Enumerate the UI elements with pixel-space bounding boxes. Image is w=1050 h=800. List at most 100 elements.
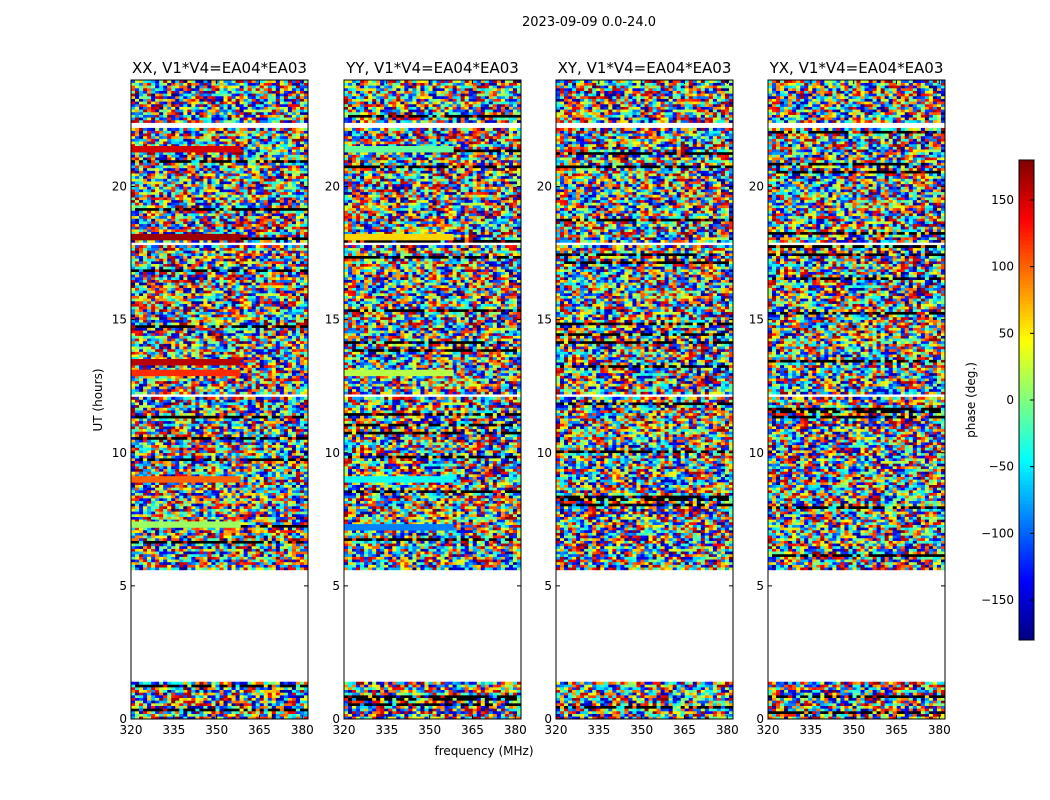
noise-cell bbox=[247, 556, 252, 560]
noise-cell bbox=[191, 545, 196, 549]
noise-cell bbox=[239, 484, 244, 488]
noise-cell bbox=[159, 343, 164, 347]
noise-cell bbox=[231, 452, 236, 456]
noise-cell bbox=[211, 711, 216, 714]
noise-cell bbox=[199, 415, 204, 419]
noise-cell bbox=[187, 324, 192, 328]
noise-cell bbox=[195, 681, 200, 685]
noise-cell bbox=[147, 447, 152, 451]
noise-cell bbox=[243, 372, 248, 376]
noise-cell bbox=[255, 388, 261, 392]
noise-cell bbox=[167, 695, 172, 698]
noise-cell bbox=[215, 388, 220, 392]
noise-cell bbox=[231, 553, 236, 557]
noise-cell bbox=[283, 399, 289, 403]
noise-cell bbox=[259, 386, 265, 390]
noise-cell bbox=[295, 474, 301, 478]
noise-cell bbox=[299, 689, 305, 693]
noise-cell bbox=[187, 452, 192, 456]
noise-cell bbox=[199, 330, 204, 334]
noise-cell bbox=[183, 404, 188, 408]
noise-cell bbox=[287, 423, 293, 427]
noise-cell bbox=[223, 322, 228, 326]
noise-cell bbox=[267, 508, 273, 512]
noise-cell bbox=[143, 348, 148, 352]
noise-cell bbox=[195, 383, 200, 387]
noise-cell bbox=[187, 327, 192, 331]
noise-cell bbox=[179, 692, 184, 696]
noise-cell bbox=[275, 468, 281, 472]
noise-cell bbox=[139, 388, 144, 392]
noise-cell bbox=[259, 415, 265, 419]
noise-cell bbox=[295, 500, 301, 504]
noise-cell bbox=[167, 684, 172, 688]
noise-cell bbox=[183, 527, 188, 531]
noise-cell bbox=[131, 412, 136, 416]
noise-cell bbox=[143, 415, 148, 419]
noise-cell bbox=[159, 458, 164, 462]
noise-cell bbox=[179, 423, 184, 427]
noise-cell bbox=[163, 689, 168, 693]
noise-cell bbox=[251, 388, 256, 392]
noise-cell bbox=[183, 681, 188, 685]
noise-cell bbox=[159, 551, 164, 555]
noise-cell bbox=[279, 340, 285, 344]
noise-cell bbox=[271, 545, 277, 549]
noise-cell bbox=[239, 503, 244, 507]
noise-cell bbox=[271, 455, 277, 459]
noise-cell bbox=[275, 521, 281, 525]
noise-cell bbox=[295, 545, 301, 549]
noise-cell bbox=[195, 316, 200, 320]
noise-cell bbox=[167, 458, 172, 462]
noise-cell bbox=[255, 506, 261, 509]
noise-cell bbox=[135, 319, 140, 323]
noise-cell bbox=[231, 492, 236, 496]
noise-cell bbox=[155, 322, 160, 326]
noise-cell bbox=[291, 436, 297, 440]
noise-cell bbox=[227, 498, 232, 501]
noise-cell bbox=[263, 695, 269, 698]
noise-cell bbox=[231, 351, 236, 355]
noise-cell bbox=[303, 529, 309, 533]
noise-cell bbox=[183, 354, 188, 358]
noise-cell bbox=[287, 343, 293, 347]
noise-cell bbox=[219, 327, 224, 331]
noise-cell bbox=[207, 447, 212, 451]
noise-cell bbox=[207, 458, 212, 462]
noise-cell bbox=[131, 436, 136, 440]
noise-cell bbox=[219, 551, 224, 555]
noise-cell bbox=[215, 434, 220, 438]
noise-cell bbox=[279, 553, 285, 557]
noise-cell bbox=[283, 356, 289, 360]
noise-cell bbox=[227, 553, 232, 557]
noise-cell bbox=[187, 396, 192, 400]
noise-cell bbox=[251, 338, 256, 342]
noise-cell bbox=[263, 306, 269, 310]
noise-cell bbox=[279, 703, 285, 706]
noise-cell bbox=[243, 703, 248, 706]
noise-cell bbox=[243, 311, 248, 315]
noise-cell bbox=[247, 338, 252, 342]
noise-cell bbox=[255, 359, 261, 363]
noise-cell bbox=[295, 705, 301, 709]
noise-cell bbox=[299, 487, 305, 491]
noise-cell bbox=[231, 311, 236, 315]
noise-cell bbox=[199, 703, 204, 706]
noise-cell bbox=[239, 487, 244, 491]
noise-cell bbox=[135, 492, 140, 496]
noise-cell bbox=[279, 314, 285, 318]
noise-cell bbox=[223, 346, 228, 350]
noise-cell bbox=[195, 540, 200, 544]
noise-cell bbox=[259, 700, 265, 704]
noise-cell bbox=[215, 495, 220, 499]
noise-cell bbox=[199, 351, 204, 355]
noise-cell bbox=[243, 527, 248, 531]
noise-cell bbox=[175, 705, 180, 709]
noise-cell bbox=[167, 399, 172, 403]
noise-cell bbox=[199, 697, 204, 701]
noise-cell bbox=[235, 703, 240, 706]
noise-cell bbox=[211, 508, 216, 512]
noise-cell bbox=[147, 378, 152, 382]
noise-cell bbox=[259, 356, 265, 360]
